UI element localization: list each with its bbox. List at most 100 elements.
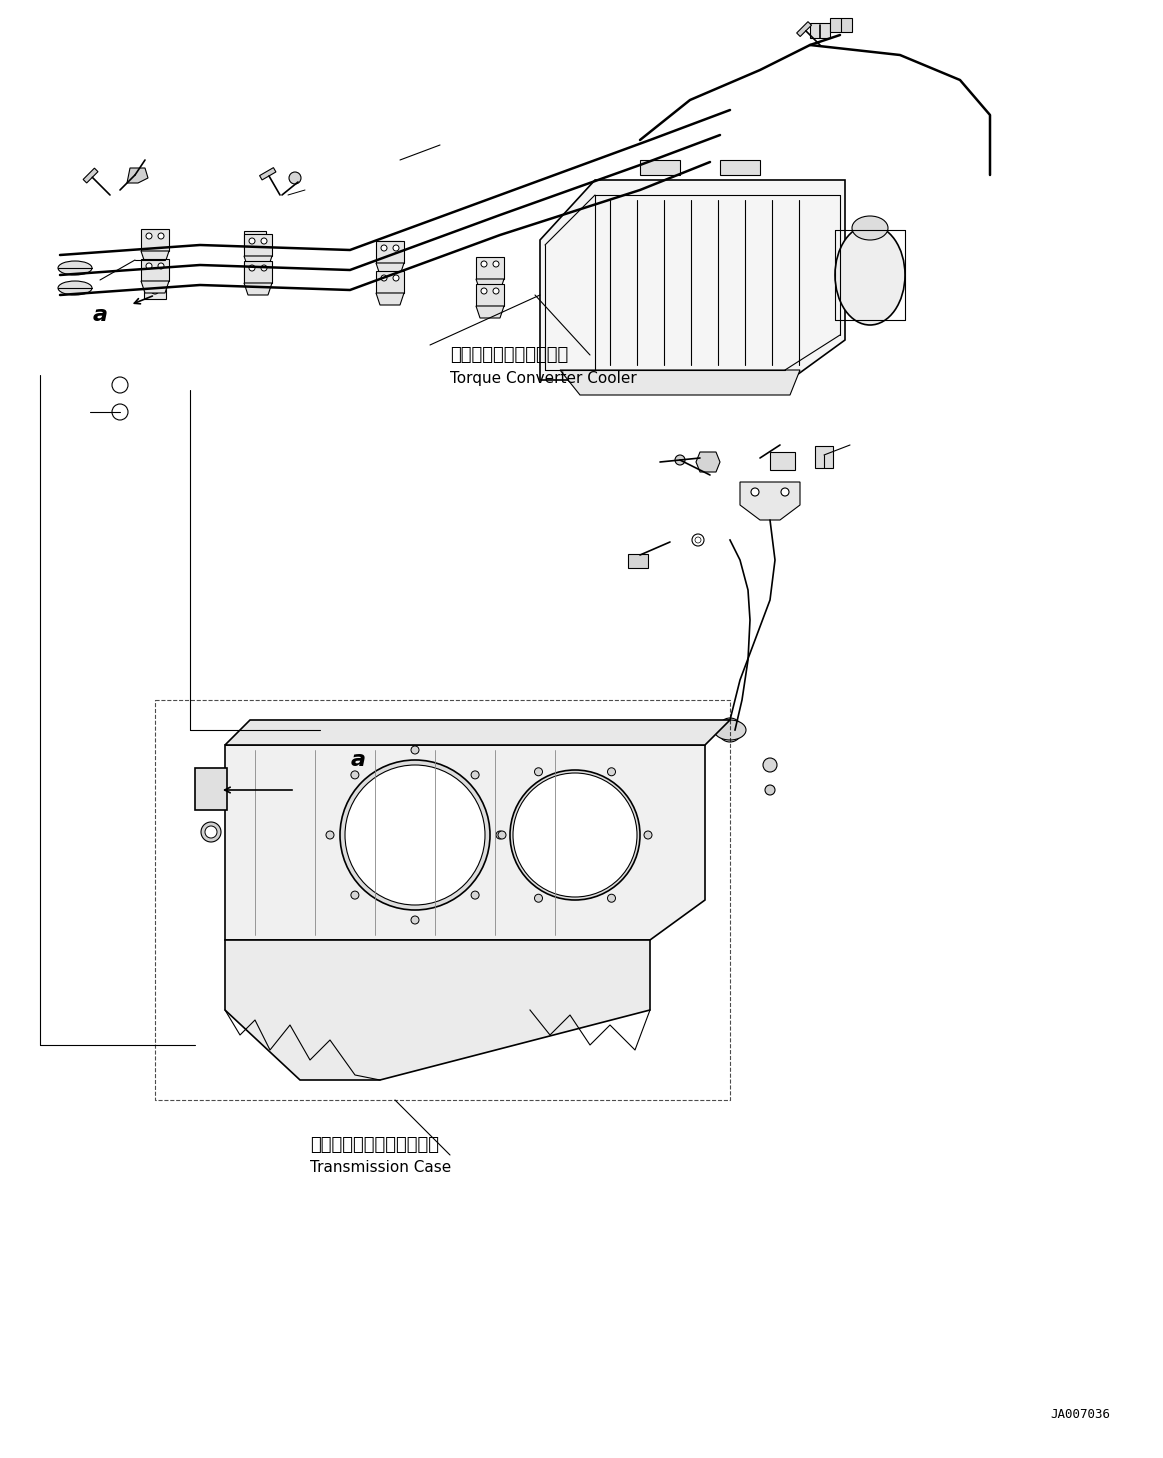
Polygon shape <box>224 745 705 940</box>
Ellipse shape <box>714 720 745 741</box>
Text: a: a <box>93 305 107 325</box>
Bar <box>830 17 852 32</box>
Circle shape <box>695 537 701 542</box>
Circle shape <box>385 805 445 865</box>
Text: a: a <box>350 749 365 770</box>
Polygon shape <box>224 940 650 1080</box>
Bar <box>144 230 166 249</box>
Circle shape <box>498 831 506 838</box>
Bar <box>144 261 166 278</box>
Circle shape <box>471 771 479 779</box>
Polygon shape <box>376 293 404 305</box>
Circle shape <box>201 822 221 843</box>
Polygon shape <box>83 168 98 184</box>
Circle shape <box>361 780 470 889</box>
Polygon shape <box>540 179 846 381</box>
Text: トルクコンバータクーラ: トルクコンバータクーラ <box>450 346 569 364</box>
Circle shape <box>493 289 499 295</box>
Circle shape <box>718 717 742 742</box>
Circle shape <box>112 378 128 394</box>
Circle shape <box>411 746 419 754</box>
Polygon shape <box>561 370 800 395</box>
Circle shape <box>381 245 387 251</box>
Text: Torque Converter Cooler: Torque Converter Cooler <box>450 370 637 385</box>
Polygon shape <box>141 229 169 251</box>
Circle shape <box>151 286 159 295</box>
Circle shape <box>535 768 542 776</box>
Polygon shape <box>476 284 504 306</box>
Circle shape <box>345 765 485 905</box>
Circle shape <box>527 787 623 884</box>
Polygon shape <box>740 483 800 521</box>
Polygon shape <box>244 261 272 283</box>
Bar <box>379 271 401 289</box>
Circle shape <box>607 894 615 903</box>
Circle shape <box>261 265 267 271</box>
Circle shape <box>351 891 359 900</box>
Circle shape <box>326 831 334 838</box>
Ellipse shape <box>58 281 92 295</box>
Bar <box>144 281 166 299</box>
Circle shape <box>763 758 777 771</box>
Polygon shape <box>259 168 276 179</box>
Circle shape <box>158 262 164 268</box>
Bar <box>479 261 501 278</box>
Circle shape <box>493 261 499 267</box>
Circle shape <box>158 233 164 239</box>
Bar <box>479 289 501 308</box>
Polygon shape <box>244 257 272 268</box>
Circle shape <box>151 236 159 243</box>
Circle shape <box>765 784 775 795</box>
Circle shape <box>261 238 267 243</box>
Polygon shape <box>376 271 404 293</box>
Bar <box>195 768 227 811</box>
Circle shape <box>381 276 387 281</box>
Circle shape <box>288 172 301 184</box>
Circle shape <box>486 265 494 274</box>
Polygon shape <box>141 251 169 262</box>
Polygon shape <box>244 283 272 295</box>
Circle shape <box>782 488 789 496</box>
Polygon shape <box>224 720 730 745</box>
Circle shape <box>675 455 685 465</box>
Circle shape <box>251 268 259 276</box>
Circle shape <box>607 768 615 776</box>
Polygon shape <box>376 241 404 262</box>
Circle shape <box>351 771 359 779</box>
Circle shape <box>511 770 640 900</box>
Circle shape <box>692 534 704 545</box>
Text: Transmission Case: Transmission Case <box>311 1161 451 1175</box>
Bar <box>809 23 830 38</box>
Polygon shape <box>476 257 504 278</box>
Ellipse shape <box>852 216 889 241</box>
Polygon shape <box>244 233 272 257</box>
Circle shape <box>393 276 399 281</box>
Polygon shape <box>476 278 504 292</box>
Circle shape <box>411 916 419 924</box>
Circle shape <box>340 760 490 910</box>
Circle shape <box>147 233 152 239</box>
Circle shape <box>151 265 159 274</box>
Bar <box>244 230 266 249</box>
Bar <box>770 452 795 469</box>
Ellipse shape <box>835 225 905 325</box>
Polygon shape <box>797 22 812 36</box>
Bar <box>815 446 833 468</box>
Ellipse shape <box>58 261 92 276</box>
Bar <box>720 160 759 175</box>
Circle shape <box>481 261 487 267</box>
Circle shape <box>386 276 394 284</box>
Circle shape <box>205 827 217 838</box>
Polygon shape <box>141 260 169 281</box>
Bar <box>244 262 266 281</box>
Polygon shape <box>376 262 404 276</box>
Circle shape <box>147 262 152 268</box>
Polygon shape <box>695 452 720 472</box>
Circle shape <box>513 773 637 897</box>
Circle shape <box>486 295 494 302</box>
Circle shape <box>251 236 259 243</box>
Circle shape <box>249 238 255 243</box>
Text: JA007036: JA007036 <box>1050 1408 1110 1422</box>
Text: トランスミッションケース: トランスミッションケース <box>311 1136 438 1153</box>
Circle shape <box>495 831 504 838</box>
